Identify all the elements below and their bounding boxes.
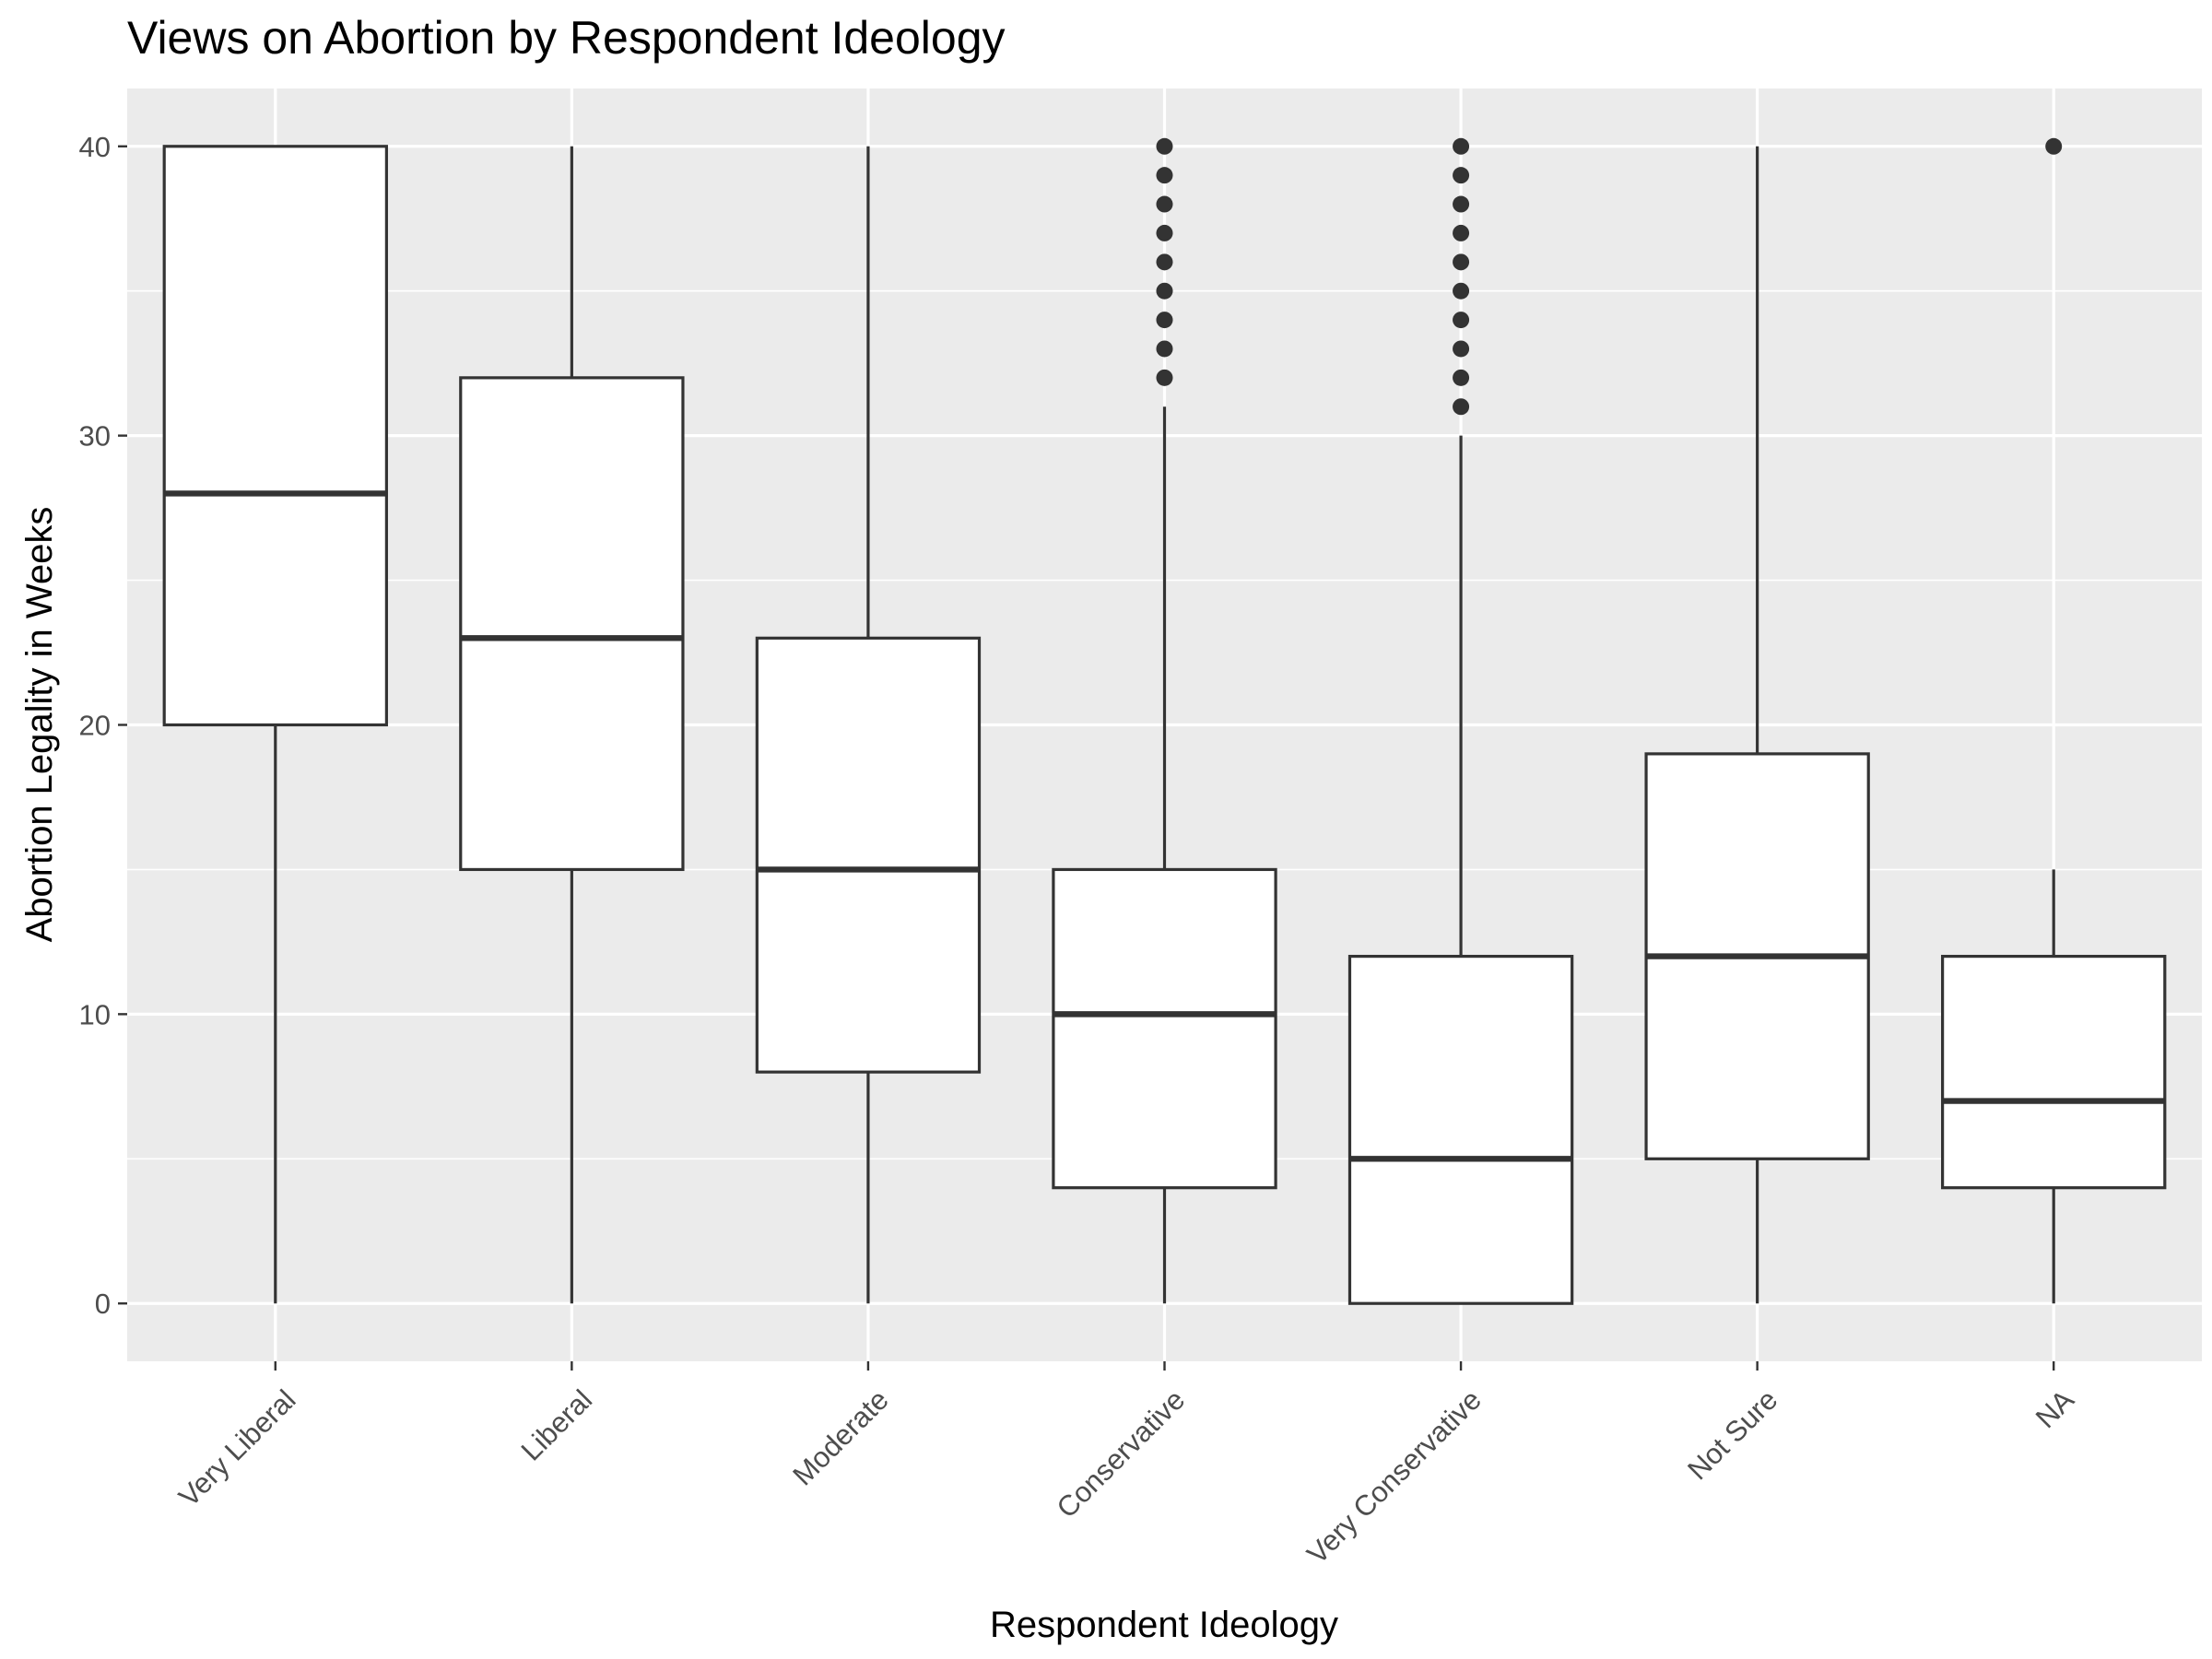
outlier-point bbox=[1156, 340, 1173, 358]
box-iqr bbox=[162, 145, 388, 727]
outlier-point bbox=[1453, 398, 1470, 416]
x-tick-label: Moderate bbox=[786, 1383, 894, 1491]
y-tick-label: 40 bbox=[79, 131, 111, 163]
y-tick-label: 0 bbox=[95, 1288, 111, 1320]
box-iqr bbox=[1941, 954, 2167, 1190]
box-iqr bbox=[1347, 954, 1574, 1305]
outlier-point bbox=[1453, 253, 1470, 271]
outlier-point bbox=[1156, 282, 1173, 300]
x-tick-label: Very Liberal bbox=[172, 1383, 302, 1513]
outlier-point bbox=[1453, 137, 1470, 155]
y-tick-label: 20 bbox=[79, 710, 111, 742]
x-tick-label: Very Conservative bbox=[1300, 1383, 1488, 1571]
outlier-point bbox=[1453, 369, 1470, 386]
box-group bbox=[755, 146, 982, 1304]
outlier-point bbox=[1156, 167, 1173, 184]
outlier-point bbox=[1156, 137, 1173, 155]
outlier-point bbox=[1453, 340, 1470, 358]
box-group bbox=[1644, 146, 1870, 1304]
y-tick-label: 30 bbox=[79, 420, 111, 453]
box-iqr bbox=[755, 636, 982, 1074]
box-group bbox=[162, 145, 388, 1304]
x-axis: Very Liberal Liberal Moderate Conservative V… bbox=[172, 1361, 2080, 1571]
box-iqr bbox=[459, 376, 685, 872]
x-tick-label: Not Sure bbox=[1681, 1383, 1783, 1486]
box-group bbox=[1347, 137, 1574, 1305]
outlier-point bbox=[1453, 167, 1470, 184]
y-axis: 0 10 20 30 40 bbox=[79, 131, 127, 1320]
boxes-layer bbox=[162, 137, 2167, 1305]
box-group bbox=[459, 146, 685, 1304]
y-tick-label: 10 bbox=[79, 998, 111, 1030]
outlier-point bbox=[1453, 195, 1470, 213]
x-axis-title: Respondent Ideology bbox=[990, 1605, 1338, 1645]
box-group bbox=[1052, 137, 1277, 1304]
x-tick-label: NA bbox=[2030, 1383, 2080, 1434]
x-tick-label: Conservative bbox=[1051, 1383, 1192, 1524]
outlier-point bbox=[1156, 253, 1173, 271]
outlier-point bbox=[1453, 282, 1470, 300]
x-tick-label: Liberal bbox=[515, 1383, 599, 1467]
outlier-point bbox=[1453, 312, 1470, 329]
outlier-point bbox=[1156, 369, 1173, 386]
chart-title: Views on Abortion by Respondent Ideology bbox=[127, 12, 1006, 64]
outlier-point bbox=[1156, 224, 1173, 241]
box-iqr bbox=[1052, 867, 1277, 1190]
outlier-point bbox=[1453, 224, 1470, 241]
outlier-point bbox=[1156, 195, 1173, 213]
outlier-point bbox=[1156, 312, 1173, 329]
box-group bbox=[1941, 137, 2167, 1304]
outlier-point bbox=[2045, 137, 2063, 155]
y-axis-title: Abortion Legality in Weeks bbox=[19, 507, 60, 943]
